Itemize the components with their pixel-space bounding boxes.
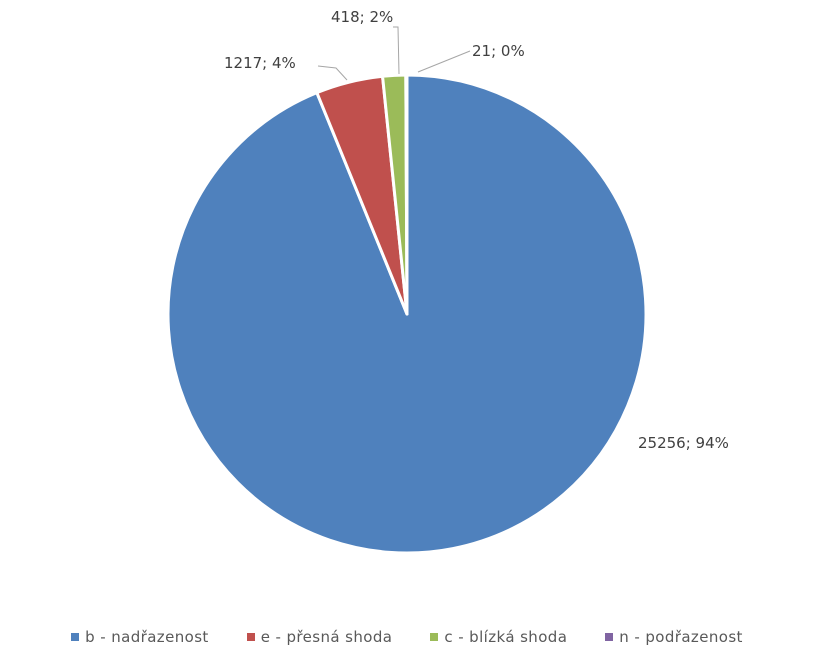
leader-line-3 [393, 26, 400, 75]
data-labels: 25256; 94% 1217; 4% 418; 2% 21; 0% [224, 8, 729, 452]
leader-line-2 [317, 65, 348, 81]
pie-chart-canvas: 25256; 94% 1217; 4% 418; 2% 21; 0% [166, 8, 729, 555]
data-label-3: 418; 2% [331, 8, 393, 26]
data-label-2: 1217; 4% [224, 54, 296, 72]
legend-swatch [430, 633, 439, 641]
legend-item-2: e - přesná shoda [246, 628, 393, 646]
legend-swatch [605, 633, 614, 641]
legend-label: b - nadřazenost [85, 628, 209, 646]
pie-slices [166, 73, 648, 555]
legend-item-1: b - nadřazenost [71, 628, 209, 646]
data-label-4: 21; 0% [472, 42, 525, 60]
legend: b - nadřazenost e - přesná shoda c - blízk… [0, 624, 814, 650]
legend-item-3: c - blízká shoda [430, 628, 567, 646]
legend-item-4: n - podřazenost [605, 628, 743, 646]
leader-line-4 [417, 50, 471, 73]
leader-lines [317, 26, 471, 81]
legend-label: e - přesná shoda [260, 628, 393, 646]
pie-slice-4 [404, 73, 409, 316]
legend-label: c - blízká shoda [444, 628, 568, 646]
data-label-1: 25256; 94% [638, 434, 729, 452]
legend-swatch [246, 633, 255, 641]
legend-label: n - podřazenost [619, 628, 743, 646]
legend-swatch [71, 633, 80, 641]
